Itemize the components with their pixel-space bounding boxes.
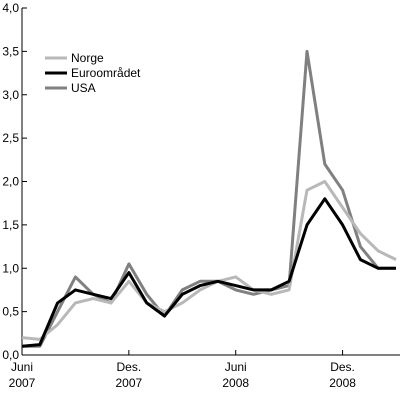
- y-tick-label: 0,0: [2, 348, 19, 362]
- y-tick-label: 3,5: [2, 44, 19, 58]
- x-tick-label: Juni 2008: [222, 360, 249, 390]
- legend-label: Euroområdet: [71, 66, 141, 80]
- y-tick-label: 0,5: [2, 305, 19, 319]
- y-tick-label: 3,0: [2, 88, 19, 102]
- y-tick-label: 2,5: [2, 131, 19, 145]
- legend-label: USA: [71, 81, 96, 95]
- y-tick-label: 1,5: [2, 218, 19, 232]
- x-tick-label: Des. 2007: [116, 360, 143, 390]
- series-line: [22, 49, 396, 348]
- y-tick-label: 4,0: [2, 1, 19, 15]
- series-line: [21, 180, 397, 341]
- x-tick-label: Des. 2008: [329, 360, 356, 390]
- legend-label: Norge: [71, 51, 104, 65]
- series-line: [21, 197, 396, 348]
- x-tick-label: Juni 2007: [9, 360, 36, 390]
- y-tick-label: 1,0: [2, 261, 19, 275]
- y-tick-label: 2,0: [2, 175, 19, 189]
